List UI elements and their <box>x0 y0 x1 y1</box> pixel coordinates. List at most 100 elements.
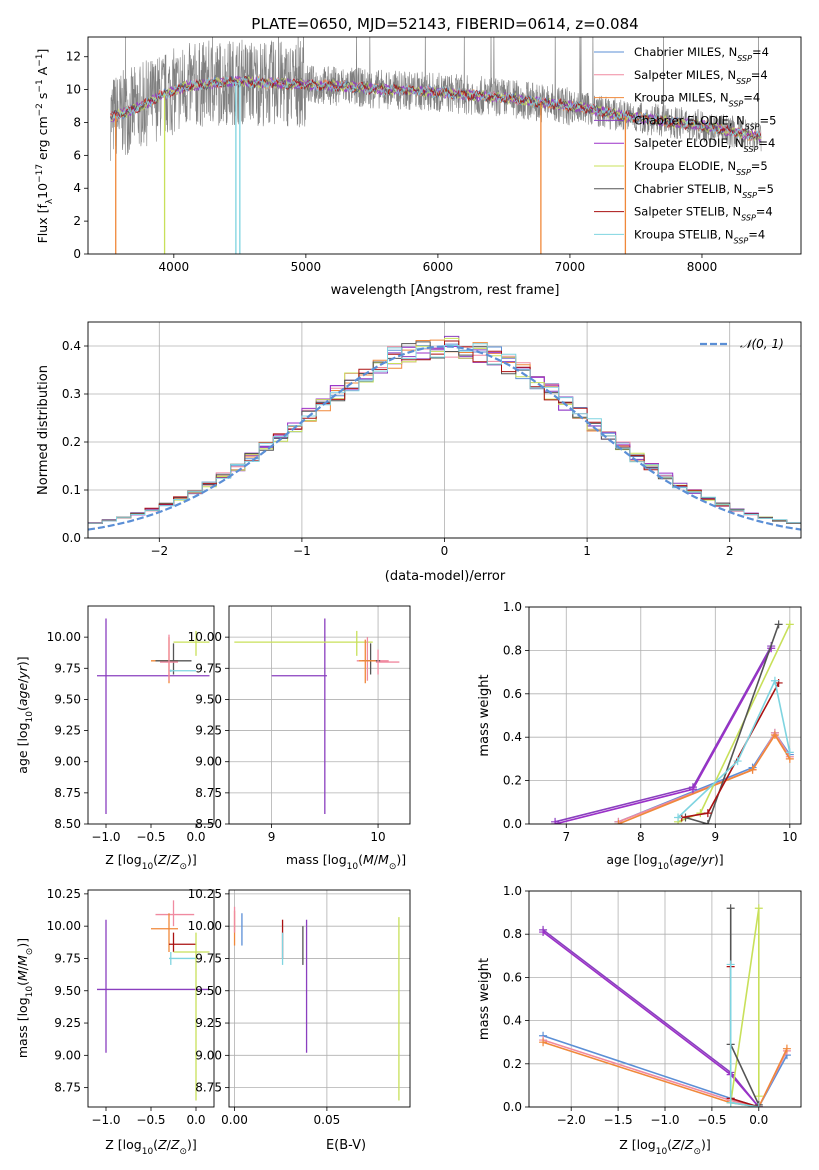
massweight_vs_Z-point-marker <box>539 1038 548 1047</box>
legend-label: Chabrier ELODIE, NSSP=5 <box>634 113 776 130</box>
residuals-plot <box>88 335 801 531</box>
massweight_vs_Z-ticks: −2.0 −1.5 −1.0 −0.5 0.0 0.0 0.2 0.4 0.6 0.8 1.0 <box>503 884 768 1127</box>
residuals-ytick-label: 0.2 <box>62 435 81 449</box>
massweight_vs_Z-ytick-label: 0.8 <box>503 927 522 941</box>
massweight_vs_Z-xtick-label: −0.5 <box>697 1113 726 1127</box>
spectrum-ytick-label: 4 <box>73 181 81 195</box>
massweight_vs_age-ytick-label: 0.0 <box>503 817 522 831</box>
mass_vs_ebv-ytick-label: 10.00 <box>188 919 222 933</box>
massweight_vs_age-series-line <box>677 678 791 819</box>
legend-label: Kroupa ELODIE, NSSP=5 <box>634 159 768 177</box>
spectrum-ticks: 4000 5000 6000 7000 8000 0 2 4 6 8 10 12 <box>66 50 718 274</box>
mass_vs_ebv-xlabel: E(B-V) <box>326 1138 366 1153</box>
massweight_vs_age-point-marker <box>703 809 712 818</box>
legend-label: Kroupa MILES, NSSP=4 <box>634 91 760 109</box>
mass_vs_ebv-xtick-label: 0.00 <box>221 1113 248 1127</box>
residuals-ytick-label: 0.4 <box>62 339 81 353</box>
age_vs_mass-ytick-label: 9.00 <box>195 755 222 769</box>
massweight_vs_Z-ytick-label: 1.0 <box>503 884 522 898</box>
residuals-ytick-label: 0.3 <box>62 387 81 401</box>
spectrum-frame <box>87 36 802 255</box>
age_vs_Z-ylabel: age [log10(age/yr)] <box>15 656 35 773</box>
spectrum-ytick-label: 0 <box>73 247 81 261</box>
massweight_vs_age-point-marker <box>785 620 794 629</box>
spectrum-model-kroupa_stelib <box>110 76 762 141</box>
residuals-xtick-label: −1 <box>293 544 311 558</box>
residuals-panel: −2 −1 0 1 2 0.0 0.1 0.2 0.3 0.4 (data-model)/error… <box>36 321 802 584</box>
residuals-ytick-label: 0.1 <box>62 483 81 497</box>
mass_vs_Z-ytick-label: 9.25 <box>54 1016 81 1030</box>
mass_vs_Z-xtick-label: −0.5 <box>136 1113 165 1127</box>
massweight_vs_Z-xtick-label: −1.0 <box>650 1113 679 1127</box>
legend-label: Salpeter STELIB, NSSP=4 <box>634 205 773 223</box>
spectrum-xtick-label: 5000 <box>291 260 322 274</box>
mass_vs_ebv-ytick-label: 8.75 <box>195 1081 222 1095</box>
mass_vs_Z-xtick-label: −1.0 <box>91 1113 120 1127</box>
massweight_vs_age-xtick-label: 9 <box>711 830 719 844</box>
massweight_vs_Z-ytick-label: 0.4 <box>503 1014 522 1028</box>
age_vs_mass-panel: 9 10 8.50 8.75 9.00 9.25 9.50 9.75 10.00 mass [lo… <box>188 605 411 872</box>
residuals-grid <box>88 322 801 539</box>
mass_vs_Z-ticks: −1.0 −0.5 0.0 8.75 9.00 9.25 9.50 9.75 10.00 10.2… <box>47 887 206 1127</box>
residuals-xlabel: (data-model)/error <box>385 569 506 584</box>
massweight_vs_age-series-line <box>618 731 791 823</box>
massweight_vs_Z-point-marker <box>726 904 735 913</box>
massweight_vs_age-point-marker <box>748 765 757 774</box>
massweight_vs_age-ytick-label: 0.6 <box>503 687 522 701</box>
age_vs_Z-ytick-label: 8.50 <box>54 817 81 831</box>
residuals-hist-kroupa_stelib <box>88 343 801 526</box>
massweight_vs_Z-ylabel: mass weight <box>477 958 492 1040</box>
massweight_vs_age-point-marker <box>703 820 712 824</box>
spectrum-panel: 4000 5000 6000 7000 8000 0 2 4 6 8 10 12 PLATE=0650,… <box>35 15 802 298</box>
legend-label: Chabrier STELIB, NSSP=5 <box>634 182 774 200</box>
mass_vs_ebv-xtick-label: 0.05 <box>314 1113 341 1127</box>
massweight_vs_age-point-marker <box>688 785 697 794</box>
residuals-ytick-label: 0.0 <box>62 531 81 545</box>
massweight_vs_Z-point-marker <box>754 1103 763 1107</box>
age_vs_Z-xtick-label: 0.0 <box>186 830 205 844</box>
mass_vs_ebv-ytick-label: 9.25 <box>195 1016 222 1030</box>
massweight_vs_Z-series-line <box>542 931 760 1107</box>
age_vs_mass-xtick-label: 10 <box>370 830 385 844</box>
residuals-xtick-label: 1 <box>583 544 591 558</box>
mass_vs_ebv-ytick-label: 9.00 <box>195 1048 222 1062</box>
age_vs_Z-xtick-label: −1.0 <box>91 830 120 844</box>
age_vs_mass-ytick-label: 8.50 <box>195 817 222 831</box>
mass_vs_Z-ytick-label: 10.00 <box>47 919 81 933</box>
spectrum-xtick-label: 4000 <box>159 260 190 274</box>
mass_vs_Z-plot <box>97 900 210 1101</box>
massweight_vs_age-ytick-label: 0.8 <box>503 643 522 657</box>
massweight_vs_age-point-marker <box>770 731 779 740</box>
spectrum-legend: Chabrier MILES, NSSP=4 Salpeter MILES, NS… <box>594 45 776 245</box>
age_vs_mass-ytick-label: 9.50 <box>195 692 222 706</box>
massweight_vs_Z-point-marker <box>726 960 735 969</box>
residuals-normal-curve <box>88 345 801 531</box>
legend-label: 𝒩(0, 1) <box>740 337 784 351</box>
massweight_vs_age-series-line <box>554 645 772 823</box>
mass_vs_Z-ytick-label: 8.75 <box>54 1081 81 1095</box>
massweight_vs_age-point-marker <box>733 757 742 766</box>
age_vs_mass-ytick-label: 8.75 <box>195 786 222 800</box>
massweight_vs_age-ticks: 7 8 9 10 0.0 0.2 0.4 0.6 0.8 1.0 <box>503 600 798 844</box>
age_vs_Z-panel: −1.0 −0.5 0.0 8.50 8.75 9.00 9.25 9.50 9.75 10.00… <box>15 605 215 872</box>
residuals-ticks: −2 −1 0 1 2 0.0 0.1 0.2 0.3 0.4 <box>62 339 734 558</box>
spectrum-xlabel: wavelength [Angstrom, rest frame] <box>331 283 560 298</box>
residuals-xtick-label: 0 <box>441 544 449 558</box>
spectrum-plot <box>110 37 762 254</box>
massweight_vs_Z-plot <box>539 904 791 1107</box>
age_vs_mass-xlabel: mass [log10(M/M⊙)] <box>286 852 406 872</box>
massweight_vs_age-ytick-label: 0.2 <box>503 774 522 788</box>
mass_vs_ebv-ytick-label: 9.50 <box>195 984 222 998</box>
massweight_vs_Z-series-line <box>729 964 759 1107</box>
spectrum-ytick-label: 10 <box>66 83 81 97</box>
massweight_vs_Z-panel: −2.0 −1.5 −1.0 −0.5 0.0 0.0 0.2 0.4 0.6 0.8 1.0 mas… <box>477 884 802 1157</box>
spectrum-observed-line <box>110 37 762 161</box>
age_vs_Z-ytick-label: 9.25 <box>54 724 81 738</box>
massweight_vs_Z-point-marker <box>782 1044 791 1053</box>
mass_vs_ebv-frame <box>228 889 411 1108</box>
massweight_vs_age-xlabel: age [log10(age/yr)] <box>606 852 723 872</box>
age_vs_mass-ticks: 9 10 8.50 8.75 9.00 9.25 9.50 9.75 10.00 <box>188 630 386 844</box>
spectrum-ytick-label: 12 <box>66 50 81 64</box>
mass_vs_Z-xtick-label: 0.0 <box>186 1113 205 1127</box>
spectrum-ytick-label: 6 <box>73 148 81 162</box>
